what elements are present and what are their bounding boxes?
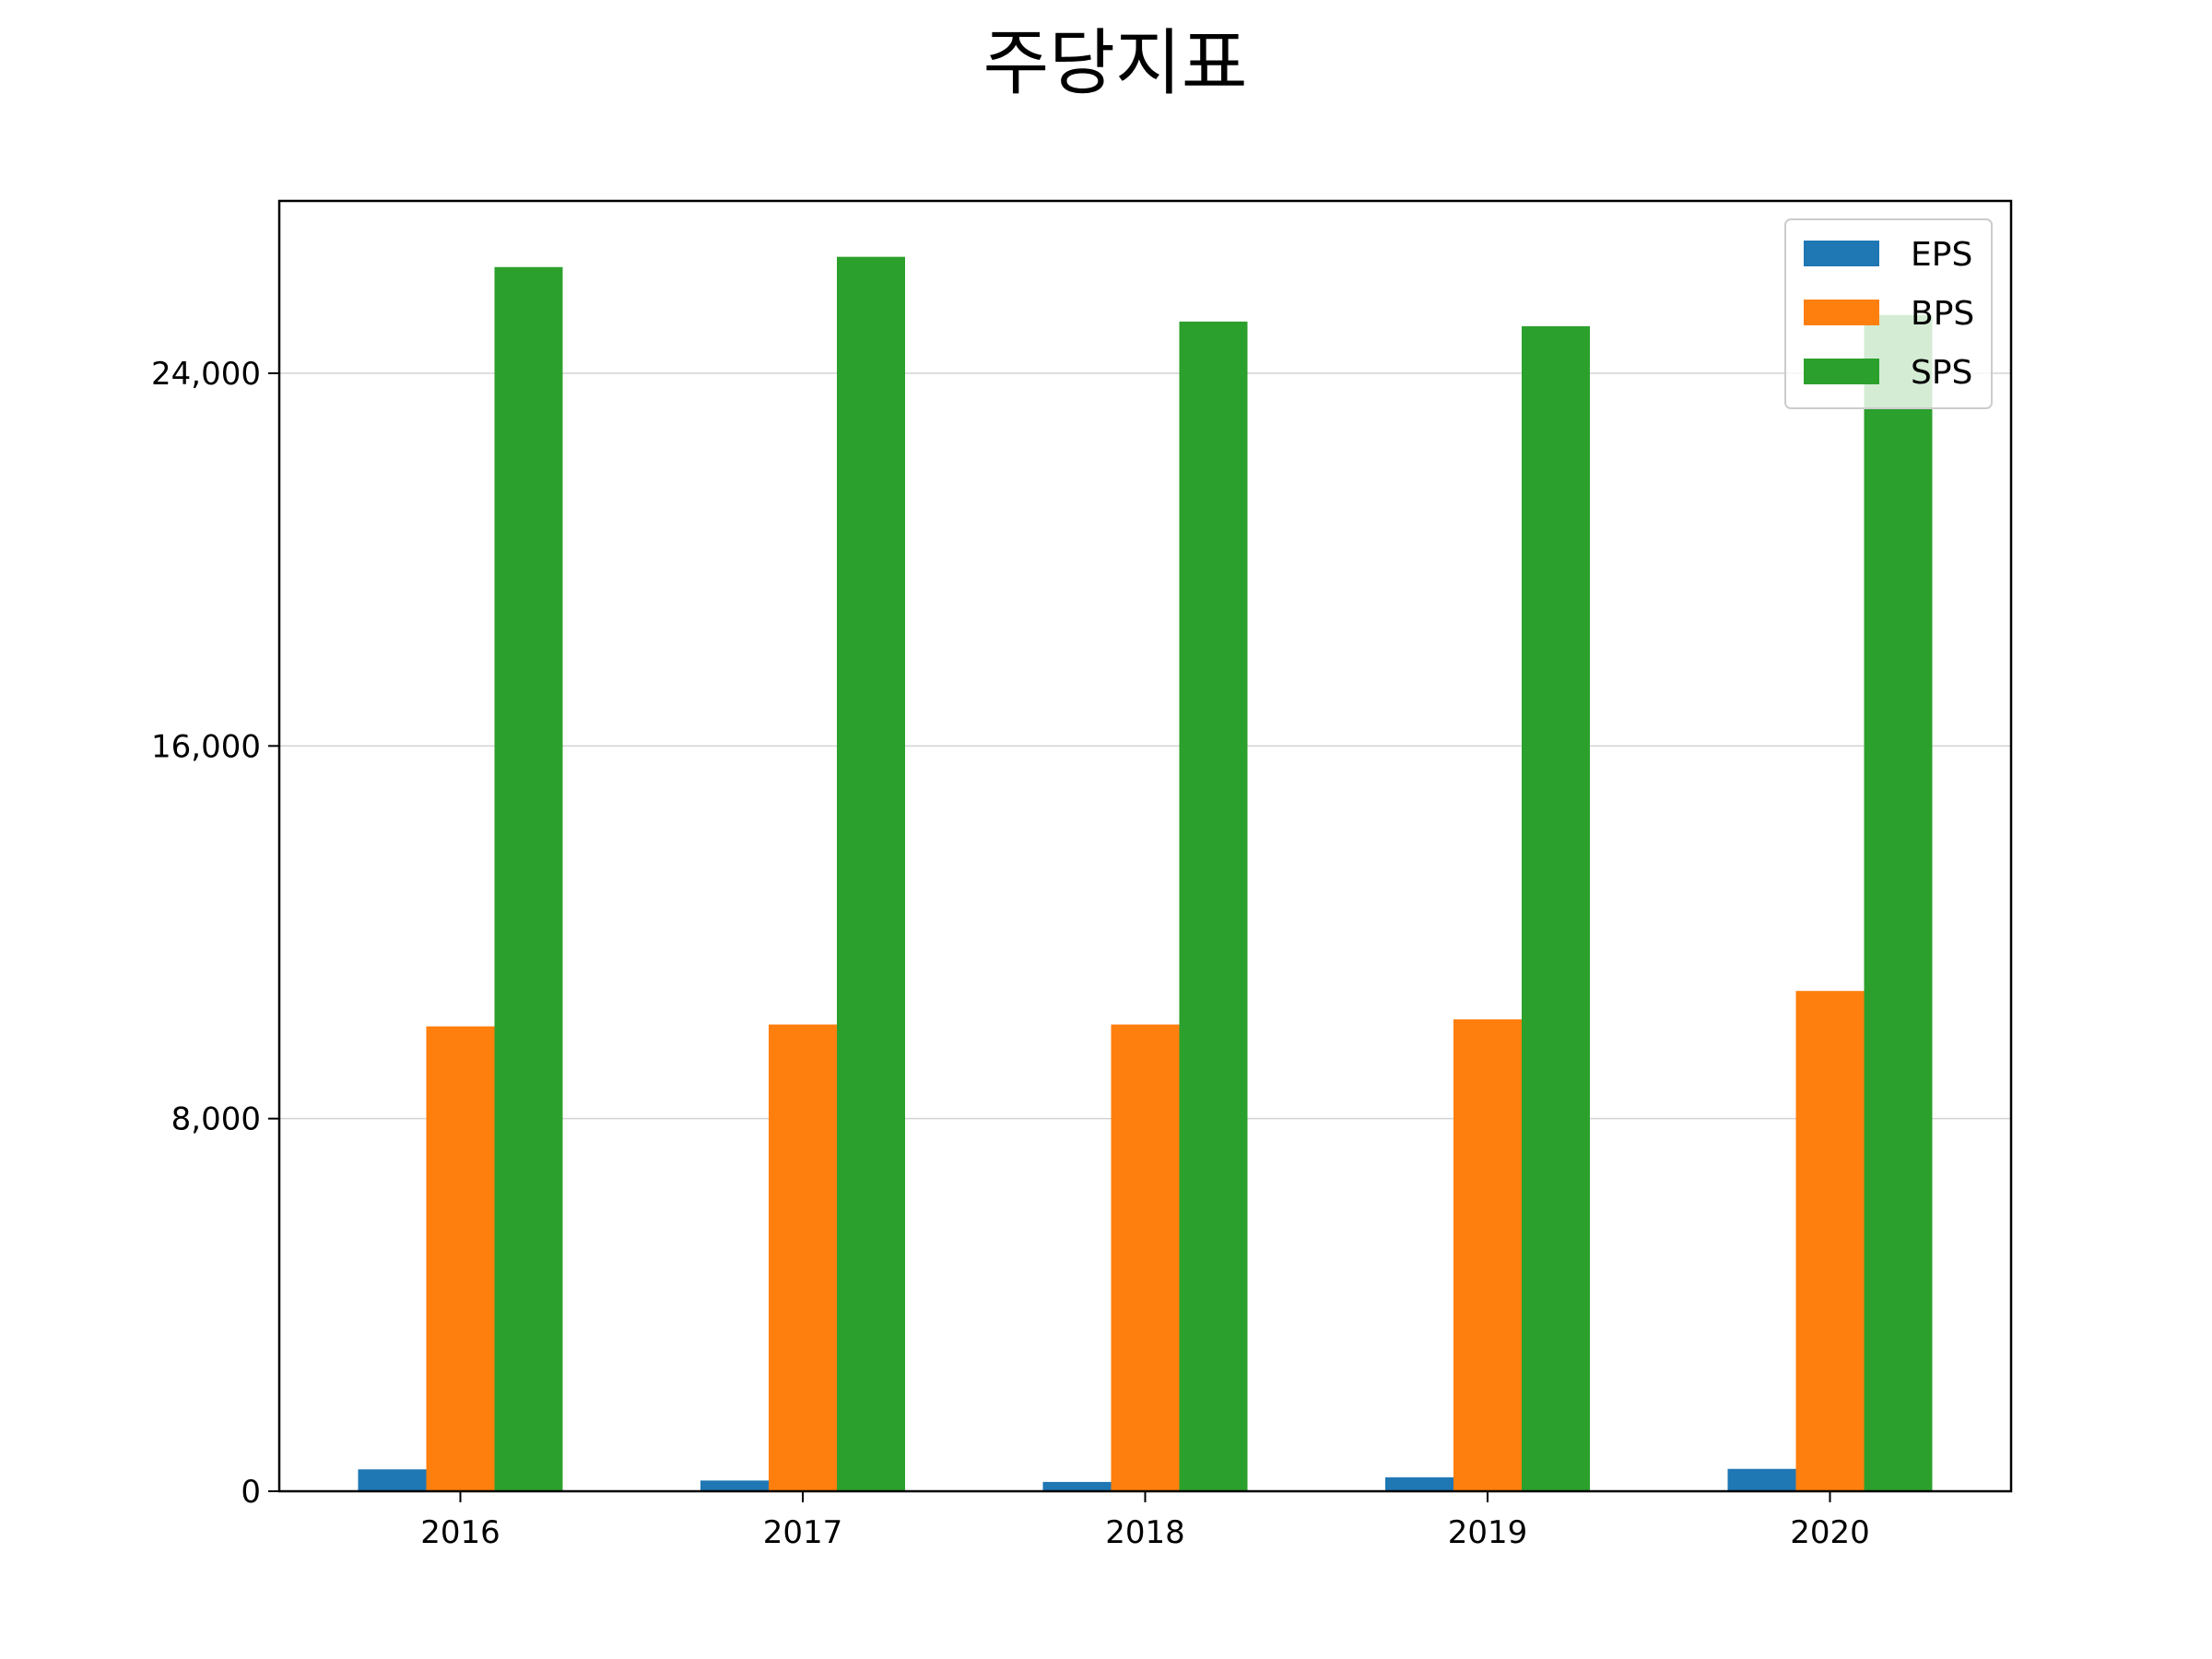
x-tick-label: 2016 xyxy=(420,1514,500,1551)
x-tick-label: 2020 xyxy=(1790,1514,1870,1551)
x-tick-label: 2017 xyxy=(763,1514,843,1551)
legend-swatch-bps xyxy=(1804,300,1879,325)
bar-eps-2020 xyxy=(1727,1468,1796,1491)
bar-eps-2017 xyxy=(700,1480,769,1491)
bar-sps-2018 xyxy=(1179,321,1248,1491)
bar-bps-2020 xyxy=(1795,991,1865,1491)
chart-title: 주당지표 xyxy=(982,22,1247,105)
y-tick-label: 8,000 xyxy=(171,1101,261,1138)
bars xyxy=(358,256,1933,1492)
y-tick-label: 0 xyxy=(241,1474,261,1511)
bar-eps-2018 xyxy=(1042,1481,1112,1491)
bar-eps-2016 xyxy=(358,1469,427,1491)
bar-bps-2018 xyxy=(1111,1024,1180,1491)
x-tick-label: 2018 xyxy=(1105,1514,1185,1551)
bar-eps-2019 xyxy=(1385,1477,1453,1491)
bar-sps-2016 xyxy=(494,266,563,1492)
y-axis: 0 8,000 16,000 24,000 xyxy=(151,356,279,1511)
bar-sps-2020 xyxy=(1864,314,1933,1492)
y-tick-label: 16,000 xyxy=(151,728,261,765)
legend-label-bps: BPS xyxy=(1911,295,1974,333)
bar-bps-2019 xyxy=(1453,1019,1522,1491)
x-tick-label: 2019 xyxy=(1448,1514,1528,1551)
bar-bps-2016 xyxy=(426,1026,495,1491)
legend-label-sps: SPS xyxy=(1911,354,1972,392)
x-axis: 2016 2017 2018 2019 2020 xyxy=(420,1491,1870,1551)
bar-bps-2017 xyxy=(769,1024,837,1491)
y-tick-label: 24,000 xyxy=(151,356,261,393)
legend-swatch-eps xyxy=(1804,241,1879,266)
legend: EPS BPS SPS xyxy=(1784,218,1993,409)
legend-label-eps: EPS xyxy=(1911,236,1972,274)
bar-sps-2019 xyxy=(1522,325,1590,1491)
bar-sps-2017 xyxy=(837,256,905,1492)
legend-swatch-sps xyxy=(1804,359,1879,384)
